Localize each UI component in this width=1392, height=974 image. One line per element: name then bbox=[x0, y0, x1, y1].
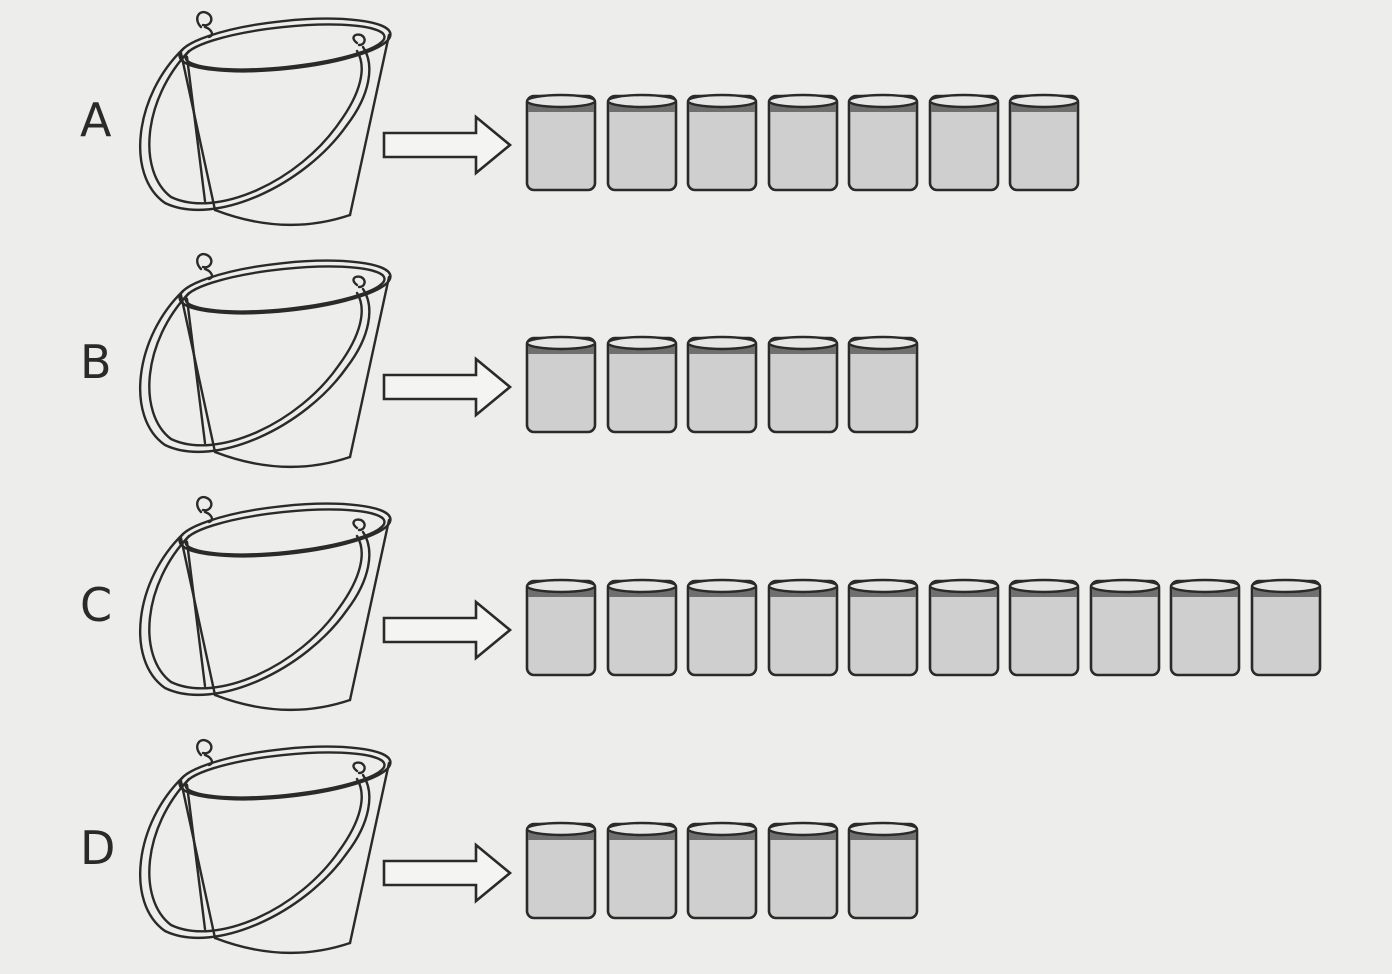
water-cup-icon bbox=[606, 93, 677, 192]
water-cup-icon bbox=[1008, 578, 1080, 677]
water-cup-icon bbox=[606, 578, 677, 677]
water-cup-icon bbox=[928, 578, 999, 677]
water-cup-icon bbox=[928, 93, 999, 192]
bucket-icon bbox=[138, 495, 392, 712]
water-cup-icon bbox=[767, 93, 838, 192]
water-cup-icon bbox=[1089, 578, 1160, 677]
water-cup-icon bbox=[1250, 578, 1321, 677]
bucket-icon bbox=[138, 252, 392, 469]
water-cup-icon bbox=[686, 821, 758, 920]
water-cup-icon bbox=[847, 93, 919, 192]
water-cup-icon bbox=[606, 335, 677, 434]
row-label: D bbox=[80, 821, 116, 875]
water-cup-icon bbox=[1008, 93, 1080, 192]
bucket-row: D bbox=[0, 733, 1392, 974]
bucket-icon bbox=[138, 10, 392, 227]
water-cup-icon bbox=[525, 93, 597, 192]
row-label: C bbox=[80, 578, 113, 632]
water-cup-icon bbox=[767, 821, 838, 920]
water-cup-icon bbox=[525, 821, 597, 920]
water-cup-icon bbox=[686, 578, 758, 677]
water-cup-icon bbox=[847, 578, 919, 677]
water-cup-icon bbox=[1169, 578, 1241, 677]
water-cup-icon bbox=[525, 578, 597, 677]
bucket-row: C bbox=[0, 490, 1392, 735]
water-cup-icon bbox=[847, 335, 919, 434]
water-cup-icon bbox=[606, 821, 677, 920]
water-cup-icon bbox=[767, 335, 838, 434]
water-cup-icon bbox=[767, 578, 838, 677]
water-cup-icon bbox=[525, 335, 597, 434]
row-label: B bbox=[80, 335, 112, 389]
arrow-icon bbox=[382, 599, 513, 661]
water-cup-icon bbox=[686, 335, 758, 434]
arrow-icon bbox=[382, 114, 513, 176]
water-cup-icon bbox=[686, 93, 758, 192]
bucket-icon bbox=[138, 738, 392, 955]
arrow-icon bbox=[382, 842, 513, 904]
water-cup-icon bbox=[847, 821, 919, 920]
bucket-row: B bbox=[0, 247, 1392, 492]
bucket-row: A bbox=[0, 5, 1392, 250]
row-label: A bbox=[80, 93, 112, 147]
arrow-icon bbox=[382, 356, 513, 418]
